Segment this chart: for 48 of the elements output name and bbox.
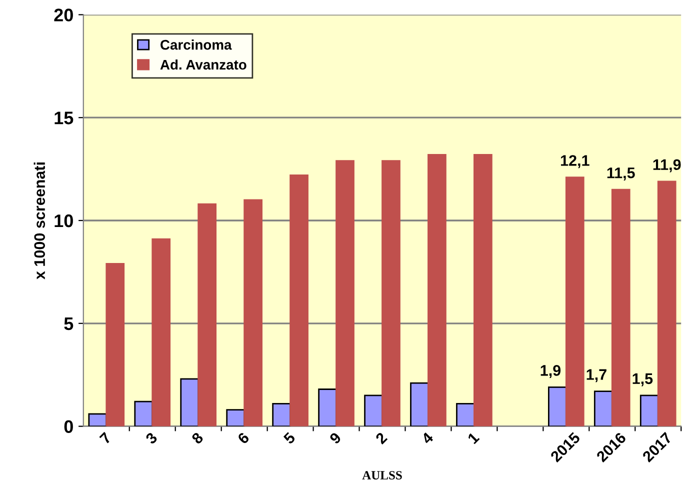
bar	[548, 386, 567, 426]
bar	[318, 388, 337, 426]
data-label: 1,7	[586, 369, 606, 382]
bar	[244, 199, 262, 426]
bar	[134, 400, 154, 426]
bar	[152, 238, 171, 426]
x-tick-label: 8	[190, 432, 204, 445]
y-axis-title: x 1000 screenati	[34, 162, 46, 280]
x-tick-label: 3	[144, 432, 158, 445]
bar	[565, 176, 584, 426]
bar	[474, 154, 492, 426]
legend-label: Carcinoma	[160, 40, 232, 50]
bar	[382, 160, 400, 426]
bar	[456, 402, 475, 426]
bar	[410, 382, 429, 426]
x-tick-label: 9	[328, 432, 342, 445]
y-tick-label: 0	[64, 420, 73, 434]
y-tick-label: 5	[64, 318, 74, 330]
x-tick-label: 6	[236, 432, 250, 445]
bar	[611, 188, 630, 426]
bar	[88, 413, 108, 426]
bar	[657, 180, 676, 426]
data-label: 11,5	[607, 168, 635, 180]
x-tick-label: 2	[374, 432, 388, 444]
bar	[180, 378, 200, 426]
x-tick-label: 1	[467, 432, 480, 444]
bar	[272, 402, 291, 426]
x-tick-label: 4	[420, 431, 434, 445]
data-label: 1,5	[632, 373, 653, 386]
x-axis-title: AULSS	[362, 471, 402, 480]
data-label: 12,1	[560, 155, 590, 168]
bar	[336, 160, 354, 426]
x-tick-label: 7	[99, 432, 112, 444]
bar	[594, 390, 613, 426]
data-label: 1,9	[540, 365, 561, 378]
bar	[428, 154, 446, 426]
legend-label: Ad. Avanzato	[160, 59, 246, 70]
y-tick-label: 10	[54, 214, 73, 228]
y-tick-label: 20	[54, 8, 73, 22]
bar	[640, 394, 659, 426]
bar	[226, 409, 246, 426]
bar	[290, 174, 308, 426]
data-label: 11,9	[653, 159, 681, 172]
bar	[364, 394, 383, 426]
y-tick-label: 15	[54, 112, 74, 124]
x-tick-label: 5	[282, 432, 296, 445]
bar	[198, 203, 217, 426]
bar	[106, 263, 125, 426]
